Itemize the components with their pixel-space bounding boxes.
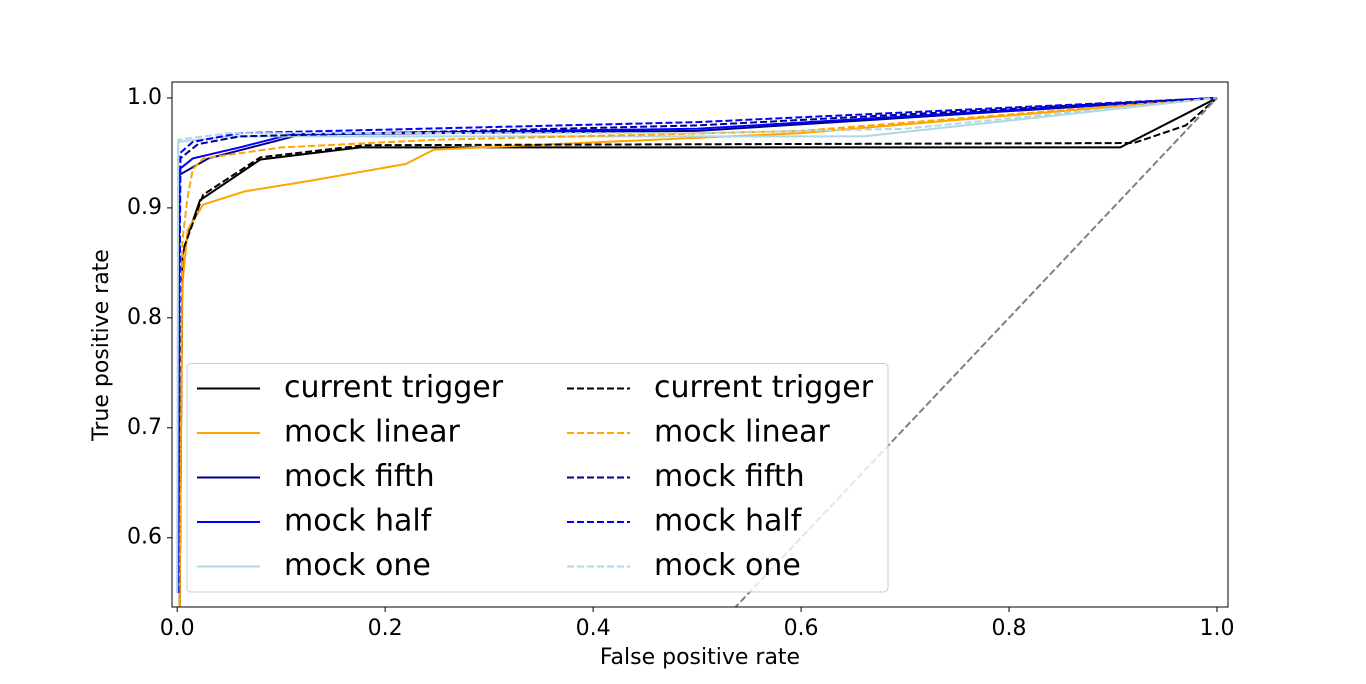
legend-label: mock fifth: [654, 459, 805, 494]
y-tick-label: 0.8: [127, 305, 162, 330]
series-line: [734, 97, 1218, 607]
x-tick-label: 0.6: [784, 616, 819, 641]
y-tick-label: 0.9: [127, 195, 162, 220]
x-tick-label: 0.0: [160, 616, 195, 641]
series-line: [178, 96, 1218, 607]
plot-frame: [171, 81, 1229, 608]
legend-label: current trigger: [654, 370, 874, 405]
lines: [176, 96, 1218, 607]
legend-label: mock one: [284, 548, 431, 583]
series-line: [177, 96, 1218, 593]
legend-label: mock one: [654, 548, 801, 583]
y-tick-label: 1.0: [127, 85, 162, 110]
y-tick-label: 0.6: [127, 525, 162, 550]
x-tick-label: 0.2: [368, 616, 403, 641]
x-tick-label: 0.4: [576, 616, 611, 641]
y-axis-label: True positive rate: [89, 249, 114, 442]
x-tick-label: 1.0: [1199, 616, 1234, 641]
legend-label: mock linear: [284, 415, 461, 450]
legend-label: mock half: [654, 504, 803, 539]
legend-label: mock half: [284, 504, 433, 539]
series-line: [176, 96, 1218, 593]
x-axis-label: False positive rate: [600, 645, 800, 670]
legend-label: mock fifth: [284, 459, 435, 494]
legend: current trigger mock linear mock fifth mock…: [186, 363, 889, 593]
series-line: [178, 97, 1218, 607]
legend-box: [186, 363, 889, 593]
y-tick-label: 0.7: [127, 415, 162, 440]
legend-label: mock linear: [654, 415, 831, 450]
x-tick-label: 0.8: [992, 616, 1027, 641]
legend-label: current trigger: [284, 370, 504, 405]
